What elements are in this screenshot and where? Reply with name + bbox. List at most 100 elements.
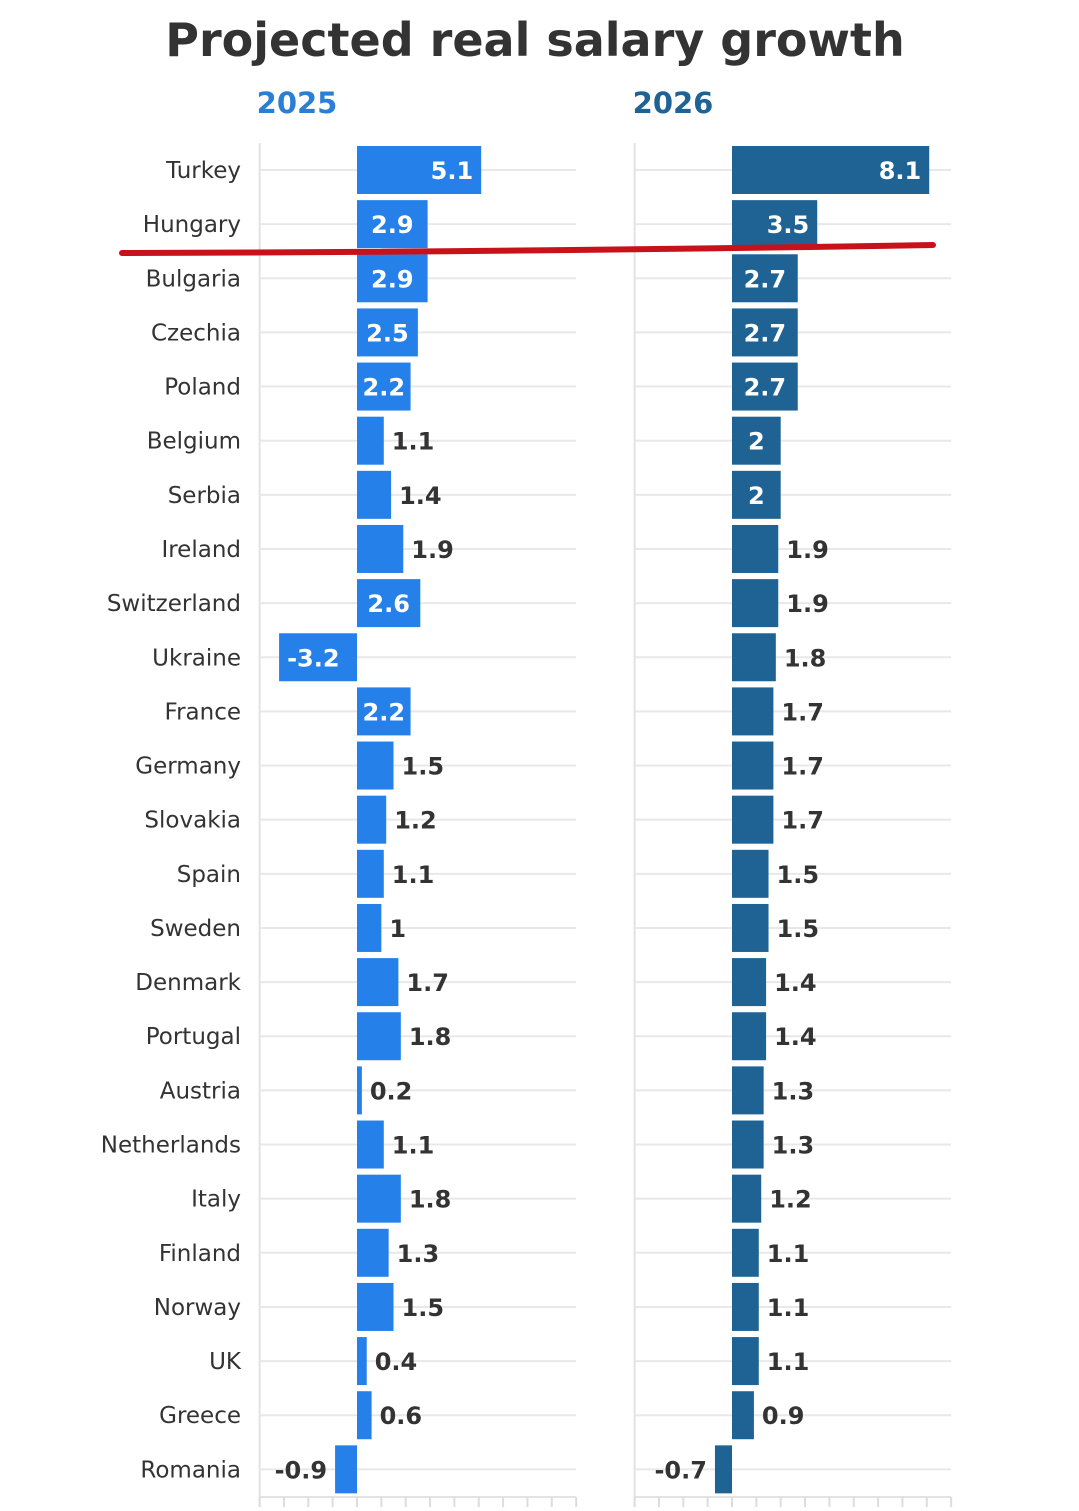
- category-label: Czechia: [151, 320, 241, 346]
- bar-2026-turkey: [732, 146, 930, 194]
- bar-2026-germany: [732, 741, 774, 790]
- category-label: Bulgaria: [146, 266, 241, 292]
- data-label: 1.4: [399, 482, 442, 510]
- bar-2026-serbia: [732, 470, 781, 519]
- data-label: 2.7: [744, 374, 787, 402]
- bar-2025-belgium: [357, 416, 384, 465]
- category-label: Switzerland: [107, 591, 241, 617]
- data-label: 2: [748, 482, 765, 510]
- data-label: 1.7: [781, 807, 824, 835]
- data-label: 2.9: [371, 211, 414, 239]
- bar-2026-austria: [732, 1066, 764, 1115]
- data-label: 2.6: [367, 590, 410, 618]
- bar-2025-switzerland: [357, 579, 421, 628]
- data-label: 0.4: [375, 1348, 418, 1376]
- data-label: 8.1: [879, 157, 922, 185]
- data-label: 1.7: [781, 753, 824, 781]
- bar-2025-portugal: [357, 1012, 401, 1061]
- bar-2026-ukraine: [732, 633, 776, 682]
- data-label: 1: [389, 915, 406, 943]
- bar-2026-france: [732, 687, 774, 736]
- data-label: 1.2: [769, 1186, 812, 1214]
- data-label: 1.9: [411, 536, 454, 564]
- data-label: 0.2: [370, 1077, 413, 1105]
- chart-title: Projected real salary growth: [165, 13, 904, 67]
- bar-2025-netherlands: [357, 1120, 384, 1169]
- data-label: 1.1: [392, 1132, 435, 1160]
- data-label: 1.8: [409, 1186, 452, 1214]
- category-label: Germany: [135, 754, 241, 780]
- data-label: 1.3: [772, 1077, 815, 1105]
- bar-2025-uk: [357, 1337, 367, 1386]
- data-label: 1.7: [406, 969, 449, 997]
- series-label-2026: 2026: [633, 86, 714, 120]
- bar-2025-ukraine: [279, 633, 357, 682]
- bar-2025-sweden: [357, 903, 382, 952]
- category-label: Poland: [164, 375, 241, 401]
- category-label: Greece: [159, 1403, 241, 1429]
- data-label: 1.7: [781, 698, 824, 726]
- category-label: Turkey: [165, 158, 241, 184]
- data-label: 1.1: [392, 428, 435, 456]
- category-label: Slovakia: [144, 808, 241, 834]
- data-label: 1.8: [784, 644, 827, 672]
- category-label: Ukraine: [152, 645, 241, 671]
- bar-2026-finland: [732, 1228, 759, 1277]
- bar-2026-hungary: [732, 200, 818, 249]
- bar-2025-france: [357, 687, 411, 736]
- data-label: 1.5: [402, 1294, 445, 1322]
- bar-2026-portugal: [732, 1012, 767, 1061]
- bar-2025-finland: [357, 1228, 389, 1277]
- bar-2025-spain: [357, 849, 384, 898]
- data-label: 1.3: [772, 1132, 815, 1160]
- bar-2025-romania: [335, 1445, 357, 1494]
- bar-2026-czechia: [732, 308, 798, 357]
- bar-2026-belgium: [732, 416, 781, 465]
- bar-2025-serbia: [357, 470, 392, 519]
- data-label: 2: [748, 428, 765, 456]
- bar-2026-slovakia: [732, 795, 774, 844]
- data-label: -0.9: [275, 1456, 327, 1484]
- data-label: 1.5: [777, 861, 820, 889]
- category-label: Austria: [160, 1078, 241, 1104]
- series-label-2025: 2025: [257, 86, 338, 120]
- bar-2026-norway: [732, 1282, 759, 1331]
- data-label: 2.7: [744, 265, 787, 293]
- bar-2026-uk: [732, 1337, 759, 1386]
- bar-2026-switzerland: [732, 579, 779, 628]
- data-label: 1.9: [786, 590, 829, 618]
- category-label: Hungary: [143, 212, 241, 238]
- bar-2026-ireland: [732, 524, 779, 573]
- bar-2025-austria: [357, 1066, 362, 1115]
- bar-2025-ireland: [357, 524, 404, 573]
- bar-2026-greece: [732, 1391, 754, 1440]
- bar-2026-netherlands: [732, 1120, 764, 1169]
- data-label: 1.8: [409, 1023, 452, 1051]
- bar-2025-bulgaria: [357, 254, 428, 303]
- annotation-red-line: [119, 242, 936, 256]
- data-label: 1.1: [767, 1294, 810, 1322]
- data-label: 1.1: [767, 1348, 810, 1376]
- category-label: Norway: [154, 1295, 241, 1321]
- category-label: Spain: [177, 862, 241, 888]
- data-label: 1.1: [767, 1240, 810, 1268]
- bar-2025-norway: [357, 1282, 394, 1331]
- category-label: France: [165, 699, 241, 725]
- category-label: Netherlands: [101, 1133, 241, 1159]
- data-label: 5.1: [431, 157, 474, 185]
- category-label: Belgium: [147, 429, 241, 455]
- category-label: Ireland: [161, 537, 241, 563]
- data-label: 1.4: [774, 1023, 817, 1051]
- bar-2026-romania: [714, 1445, 732, 1494]
- data-label: 1.9: [786, 536, 829, 564]
- category-label: Serbia: [168, 483, 241, 509]
- data-label: 0.9: [762, 1402, 805, 1430]
- data-label: 2.2: [363, 698, 406, 726]
- category-label: Portugal: [146, 1024, 241, 1050]
- bar-2025-poland: [357, 362, 411, 411]
- category-label: Denmark: [135, 970, 241, 996]
- data-label: -0.7: [654, 1456, 706, 1484]
- bar-2025-slovakia: [357, 795, 387, 844]
- bar-2025-germany: [357, 741, 394, 790]
